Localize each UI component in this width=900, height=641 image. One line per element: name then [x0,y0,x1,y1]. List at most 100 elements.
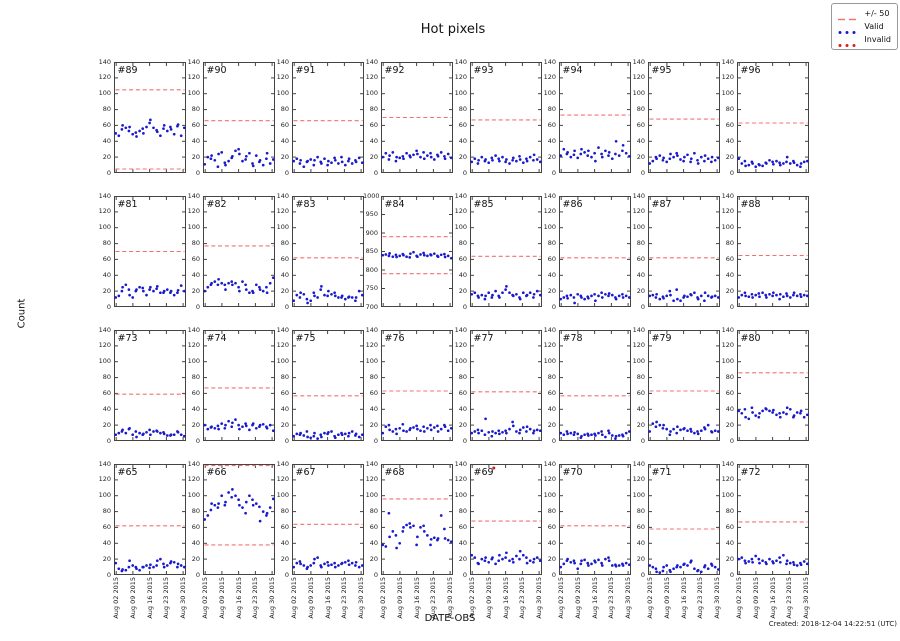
valid-point [135,435,138,439]
valid-point [248,494,251,498]
y-tick-label: 120 [276,207,289,216]
valid-point [241,506,244,509]
valid-point [747,417,751,421]
valid-point [494,431,497,435]
valid-point [162,432,166,436]
plot-area: #73 [114,330,186,441]
valid-point [665,294,669,298]
valid-point [234,418,237,421]
valid-point [395,546,398,550]
valid-point [391,430,395,433]
valid-point [121,285,124,289]
y-tick-label: 60 [191,254,200,263]
valid-point [292,434,296,438]
valid-point [737,296,741,299]
valid-point [566,432,569,436]
valid-point [316,296,319,299]
valid-point [258,505,261,509]
y-tick-label: 120 [543,341,556,350]
y-tick-label: 40 [725,136,734,145]
valid-point [432,536,436,540]
subplot-80: 0 20 40 60 80 100 120 140 #80 [720,326,809,464]
valid-point [354,560,358,564]
valid-point [511,424,515,428]
y-tick-labels: 0 20 40 60 80 100 120 140 [631,192,646,310]
valid-point [799,409,803,413]
valid-point [120,128,124,131]
y-tick-label: 40 [102,270,111,279]
valid-point [169,560,173,563]
y-tick-label: 60 [636,120,645,129]
valid-point [148,428,151,432]
valid-point [149,433,152,437]
valid-point [142,432,145,436]
valid-point [661,158,665,162]
y-tick-label: 60 [725,120,734,129]
valid-point [476,428,480,432]
valid-point [665,427,669,431]
valid-point [696,162,700,165]
valid-point [518,158,522,161]
y-tick-label: 100 [721,491,734,500]
valid-point [179,284,183,287]
valid-point [292,299,296,303]
y-tick-label: 60 [369,388,378,397]
valid-point [562,147,566,151]
y-tick-label: 60 [547,388,556,397]
valid-point [439,253,443,257]
valid-point [224,423,227,427]
valid-point [672,567,675,571]
y-tick-label: 80 [458,105,467,114]
valid-point [675,151,679,155]
valid-point [604,149,607,153]
y-tick-label: 140 [543,191,556,200]
subplot-78: 0 20 40 60 80 100 120 140 #78 [542,326,631,464]
valid-point [230,425,234,429]
valid-point [313,294,316,298]
valid-point [436,255,440,259]
valid-point [416,152,419,156]
valid-point [668,289,672,293]
y-tick-label: 0 [373,570,378,579]
y-tick-label: 80 [547,105,556,114]
page-title: Hot pixels [420,22,486,37]
plot-area: #82 [203,196,275,307]
valid-point [306,435,309,439]
y-tick-label: 120 [365,475,378,484]
plot-area: #85 [470,196,542,307]
y-tick-labels: 0 20 40 60 80 100 120 140 [97,326,112,444]
y-tick-label: 60 [636,522,645,531]
valid-point [295,293,299,297]
valid-point [490,156,494,160]
valid-point [412,426,415,429]
valid-point [528,559,532,563]
valid-point [138,568,141,572]
valid-point [799,295,803,299]
valid-point [114,296,118,299]
valid-point [593,151,596,155]
valid-point [525,425,529,429]
valid-point [689,427,692,431]
valid-point [689,160,692,164]
valid-point [131,564,135,567]
valid-point [347,434,350,438]
subplot-title: #82 [207,199,227,210]
subplot-89: 0 20 40 60 80 100 120 140 #89 [97,58,186,196]
y-tick-label: 120 [632,341,645,350]
y-tick-label: 120 [721,475,734,484]
valid-point [491,293,494,297]
y-tick-label: 0 [284,302,289,311]
valid-point [706,294,710,298]
valid-point [320,162,323,165]
valid-point [569,431,573,435]
valid-point [610,157,614,161]
valid-point [535,556,539,559]
valid-point [655,420,658,424]
valid-point [675,431,679,435]
valid-point [799,165,802,169]
valid-point [182,434,186,438]
y-tick-label: 0 [729,570,734,579]
valid-point [501,430,504,434]
y-tick-label: 60 [636,388,645,397]
valid-point [573,301,576,305]
